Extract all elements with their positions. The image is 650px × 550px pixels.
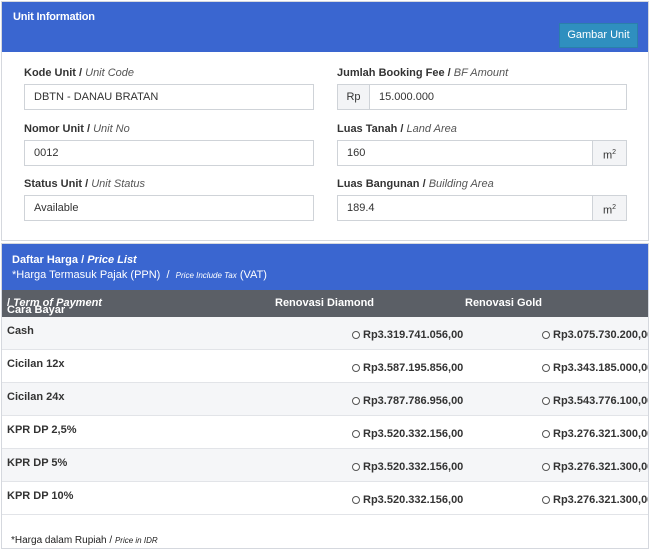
radio-icon[interactable]: [352, 463, 360, 471]
diamond-price-option[interactable]: Rp3.520.332.156,00: [352, 494, 463, 506]
term-label: KPR DP 5%: [7, 457, 68, 469]
diamond-price-option[interactable]: Rp3.520.332.156,00: [352, 461, 463, 473]
unit-information-header: Unit Information Gambar Unit: [2, 2, 648, 52]
radio-icon[interactable]: [352, 496, 360, 504]
gold-price-option[interactable]: Rp3.276.321.300,00: [542, 494, 648, 506]
nomor-unit-field: Nomor Unit / Unit No 0012: [24, 122, 314, 166]
kode-unit-field: Kode Unit / Unit Code DBTN - DANAU BRATA…: [24, 66, 314, 110]
booking-fee-label: Jumlah Booking Fee / BF Amount: [337, 67, 509, 79]
diamond-price-option[interactable]: Rp3.319.741.056,00: [352, 329, 463, 341]
currency-footnote: *Harga dalam Rupiah / Price in IDR: [11, 535, 158, 546]
radio-icon[interactable]: [542, 430, 550, 438]
luas-bangunan-field: Luas Bangunan / Building Area 189.4 m2: [337, 177, 627, 221]
col-term-of-payment: Cara Bayar / Term of Payment: [7, 297, 102, 316]
luas-tanah-input[interactable]: 160 m2: [337, 140, 627, 166]
col-renovasi-diamond: Renovasi Diamond: [275, 297, 375, 309]
table-row: KPR DP 10% Rp3.520.332.156,00 Rp3.276.32…: [2, 482, 648, 515]
currency-prefix: Rp: [338, 85, 370, 109]
gold-price-option[interactable]: Rp3.276.321.300,00: [542, 461, 648, 473]
radio-icon[interactable]: [352, 364, 360, 372]
term-label: KPR DP 2,5%: [7, 424, 77, 436]
radio-icon[interactable]: [542, 397, 550, 405]
diamond-price-option[interactable]: Rp3.587.195.856,00: [352, 362, 463, 374]
area-unit-suffix: m2: [592, 196, 626, 220]
area-unit-suffix: m2: [592, 141, 626, 165]
tax-note: *Harga Termasuk Pajak (PPN) / Price Incl…: [12, 269, 267, 281]
table-row: KPR DP 2,5% Rp3.520.332.156,00 Rp3.276.3…: [2, 416, 648, 449]
term-label: Cicilan 24x: [7, 391, 65, 403]
gold-price-option[interactable]: Rp3.075.730.200,00: [542, 329, 648, 341]
price-list-panel: Daftar Harga / Price List *Harga Termasu…: [1, 243, 649, 549]
price-table-header: Cara Bayar / Term of Payment Renovasi Di…: [2, 290, 648, 317]
diamond-price-option[interactable]: Rp3.520.332.156,00: [352, 428, 463, 440]
luas-bangunan-label: Luas Bangunan / Building Area: [337, 178, 494, 190]
gold-price-option[interactable]: Rp3.543.776.100,00: [542, 395, 648, 407]
table-row: Cicilan 12x Rp3.587.195.856,00 Rp3.343.1…: [2, 350, 648, 383]
term-label: KPR DP 10%: [7, 490, 74, 502]
luas-tanah-label: Luas Tanah / Land Area: [337, 123, 457, 135]
luas-tanah-field: Luas Tanah / Land Area 160 m2: [337, 122, 627, 166]
nomor-unit-input[interactable]: 0012: [24, 140, 314, 166]
price-list-title: Daftar Harga / Price List: [12, 254, 137, 266]
gold-price-option[interactable]: Rp3.276.321.300,00: [542, 428, 648, 440]
radio-icon[interactable]: [352, 430, 360, 438]
radio-icon[interactable]: [542, 496, 550, 504]
luas-bangunan-input[interactable]: 189.4 m2: [337, 195, 627, 221]
status-unit-input[interactable]: Available: [24, 195, 314, 221]
price-list-header: Daftar Harga / Price List *Harga Termasu…: [2, 244, 648, 290]
status-unit-field: Status Unit / Unit Status Available: [24, 177, 314, 221]
kode-unit-input[interactable]: DBTN - DANAU BRATAN: [24, 84, 314, 110]
unit-information-title: Unit Information: [13, 11, 95, 23]
booking-fee-field: Jumlah Booking Fee / BF Amount Rp 15.000…: [337, 66, 627, 110]
nomor-unit-label: Nomor Unit / Unit No: [24, 123, 130, 135]
radio-icon[interactable]: [352, 397, 360, 405]
term-label: Cicilan 12x: [7, 358, 65, 370]
status-unit-label: Status Unit / Unit Status: [24, 178, 146, 190]
radio-icon[interactable]: [542, 364, 550, 372]
table-row: Cicilan 24x Rp3.787.786.956,00 Rp3.543.7…: [2, 383, 648, 416]
diamond-price-option[interactable]: Rp3.787.786.956,00: [352, 395, 463, 407]
gambar-unit-button[interactable]: Gambar Unit: [559, 23, 638, 48]
col-renovasi-gold: Renovasi Gold: [465, 297, 543, 309]
table-row: KPR DP 5% Rp3.520.332.156,00 Rp3.276.321…: [2, 449, 648, 482]
radio-icon[interactable]: [542, 331, 550, 339]
booking-fee-input[interactable]: Rp 15.000.000: [337, 84, 627, 110]
unit-information-panel: Unit Information Gambar Unit Kode Unit /…: [1, 1, 649, 241]
term-label: Cash: [7, 325, 34, 337]
radio-icon[interactable]: [542, 463, 550, 471]
radio-icon[interactable]: [352, 331, 360, 339]
kode-unit-label: Kode Unit / Unit Code: [24, 67, 135, 79]
gold-price-option[interactable]: Rp3.343.185.000,00: [542, 362, 648, 374]
table-row: Cash Rp3.319.741.056,00 Rp3.075.730.200,…: [2, 317, 648, 350]
